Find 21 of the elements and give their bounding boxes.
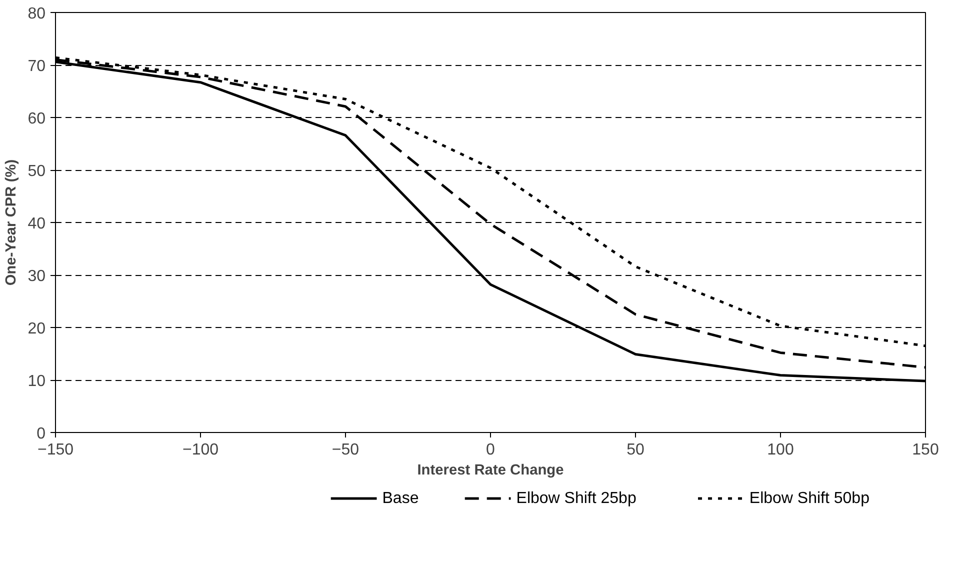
x-tick-label: 0 [486,442,496,458]
x-tick-label: 150 [912,442,939,458]
y-tick-label: 60 [28,110,46,128]
y-tick-label: 10 [28,373,46,390]
y-tick-label: 30 [28,268,46,285]
x-tick-label: −150 [37,442,74,458]
y-tick-label: 70 [28,58,46,75]
legend-label: Base [382,490,419,507]
y-tick-label: 80 [28,6,46,22]
x-tick-label: −100 [182,442,219,458]
x-tick-label: −50 [332,442,360,458]
legend-label: Elbow Shift 50bp [749,490,870,507]
y-tick-label: 50 [28,163,46,180]
y-tick-label: 20 [28,320,46,338]
y-tick-label: 40 [28,216,46,232]
y-tick-label: 0 [36,426,46,442]
x-tick-label: 100 [767,442,794,458]
y-axis-title: One-Year CPR (%) [4,159,20,286]
x-tick-label: 50 [626,442,644,458]
legend-label: Elbow Shift 25bp [516,490,636,507]
x-axis-title: Interest Rate Change [417,462,564,478]
